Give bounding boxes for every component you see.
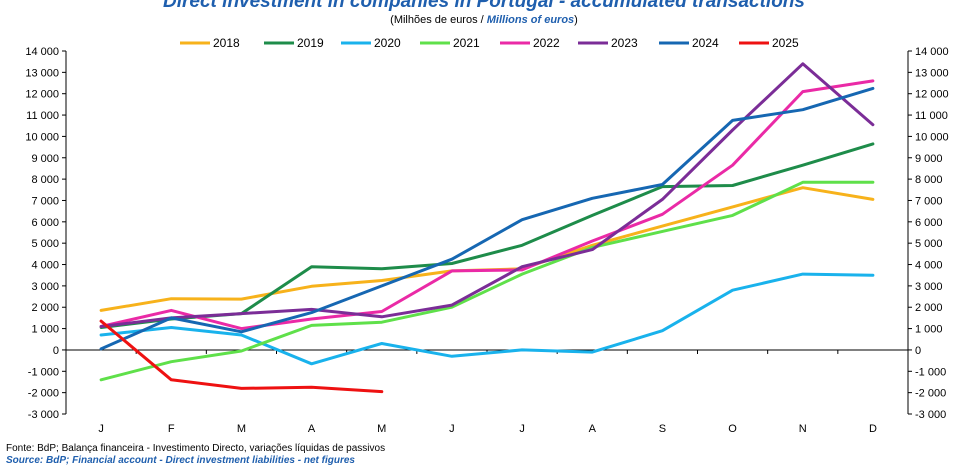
x-tick-label: J [519,423,525,435]
legend-label-2020: 2020 [374,36,401,50]
y-tick-label-right: 5 000 [915,238,943,250]
series-line-2022 [99,79,875,331]
x-tick-label: N [799,423,807,435]
y-tick-label-left: 9 000 [31,153,59,165]
y-tick-label-left: -2 000 [28,388,59,400]
legend-label-2018: 2018 [213,36,240,50]
x-tick-label: S [659,423,666,435]
y-tick-label-right: 7 000 [915,195,943,207]
y-tick-label-left: 6 000 [31,217,59,229]
subtitle-en: Millions of euros [486,14,575,26]
x-tick-label: J [98,423,104,435]
series-line-2024 [99,86,875,351]
y-tick-label-right: 2 000 [915,302,943,314]
y-tick-label-right: 4 000 [915,260,943,272]
y-tick-label-left: 13 000 [25,67,59,79]
y-tick-label-left: 7 000 [31,195,59,207]
x-tick-label: D [869,423,877,435]
y-tick-label-right: 10 000 [915,131,949,143]
x-tick-label: O [728,423,737,435]
series-line-2021 [99,180,875,382]
y-tick-label-left: 14 000 [25,46,59,58]
y-tick-label-right: 9 000 [915,153,943,165]
x-tick-label: M [237,423,246,435]
x-tick-label: A [589,423,597,435]
chart-subtitle: (Milhões de euros / Millions of euros) [0,14,968,26]
y-tick-label-right: 11 000 [915,110,948,122]
y-tick-label-right: 0 [915,345,921,357]
y-tick-label-left: 2 000 [31,302,59,314]
x-tick-label: M [377,423,386,435]
source-note-en: Source: BdP; Financial account - Direct … [6,455,355,466]
y-tick-label-left: -1 000 [28,366,59,378]
y-tick-label-left: -3 000 [28,409,59,421]
y-tick-label-right: 8 000 [915,174,943,186]
y-tick-label-left: 1 000 [31,324,59,336]
source-note-pt: Fonte: BdP; Balança financeira - Investi… [6,443,386,454]
y-tick-label-left: 0 [53,345,59,357]
line-chart: -3 000 -3 000 -2 000 -2 000 -1 000 -1 000 0 0 1 … [25,36,949,435]
y-tick-label-right: 6 000 [915,217,943,229]
x-tick-label: J [449,423,455,435]
legend-label-2024: 2024 [692,36,719,50]
legend-label-2025: 2025 [772,36,799,50]
y-tick-label-left: 3 000 [31,281,59,293]
series-line-2023 [99,62,875,328]
x-tick-label: A [308,423,316,435]
y-tick-label-left: 11 000 [26,110,59,122]
y-tick-label-left: 4 000 [31,260,59,272]
legend-label-2019: 2019 [297,36,324,50]
y-tick-label-right: -2 000 [915,388,946,400]
legend-label-2021: 2021 [453,36,480,50]
legend-label-2023: 2023 [611,36,638,50]
legend-label-2022: 2022 [533,36,560,50]
x-tick-label: F [168,423,175,435]
y-tick-label-right: 13 000 [915,67,949,79]
y-tick-label-right: 3 000 [915,281,943,293]
y-tick-label-left: 10 000 [25,131,59,143]
chart-title: Direct investment in companies in Portug… [163,0,805,12]
y-tick-label-right: 1 000 [915,324,943,336]
y-tick-label-left: 5 000 [31,238,59,250]
y-tick-label-right: 12 000 [915,89,949,101]
y-tick-label-left: 12 000 [25,89,59,101]
y-tick-label-right: -3 000 [915,409,946,421]
series-line-2020 [99,272,875,366]
y-tick-label-right: -1 000 [915,366,946,378]
y-tick-label-left: 8 000 [31,174,59,186]
subtitle-close: ) [574,14,578,26]
y-tick-label-right: 14 000 [915,46,949,58]
series-line-2025 [99,319,384,394]
subtitle-pt: (Milhões de euros / [390,14,487,26]
